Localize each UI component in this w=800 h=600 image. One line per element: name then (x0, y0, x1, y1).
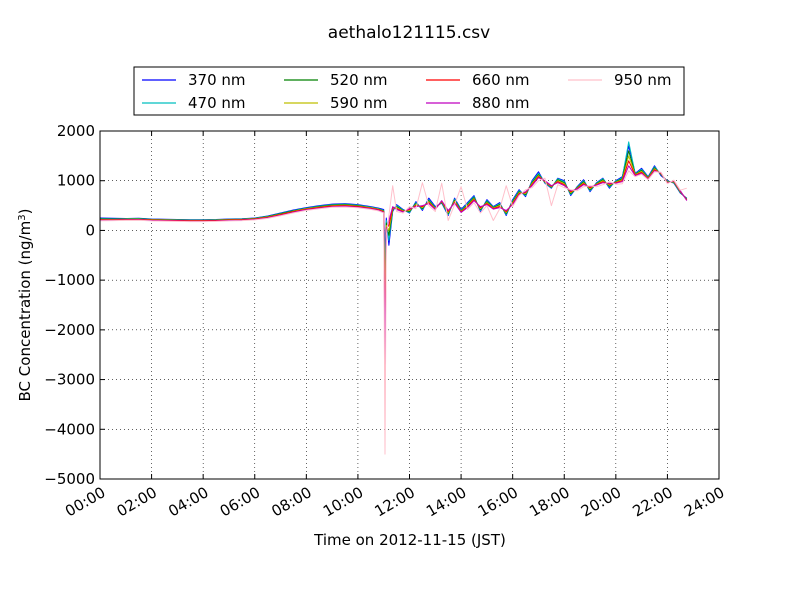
y-axis-label-close: ) (16, 209, 34, 215)
y-axis-label-superscript: 3 (17, 214, 28, 220)
legend-label-470-nm: 470 nm (188, 94, 246, 112)
y-tick-label: 2000 (57, 122, 95, 140)
series-line-950-nm (99, 170, 687, 455)
y-tick-label: 0 (85, 221, 95, 239)
legend-label-660-nm: 660 nm (472, 71, 530, 89)
y-tick-label: −1000 (44, 271, 95, 289)
legend-label-950-nm: 950 nm (614, 71, 672, 89)
series-lines (99, 141, 688, 455)
y-axis-label: BC Concentration (ng/m3) (16, 209, 34, 402)
legend-box (133, 66, 685, 116)
legend-label-590-nm: 590 nm (330, 94, 388, 112)
y-tick-labels: 2000 1000 0 −1000 −2000 −3000 −4000 −5000 (44, 122, 95, 488)
chart-title: aethalo121115.csv (328, 23, 490, 43)
y-tick-label: −3000 (44, 371, 95, 389)
axis-ticks (99, 130, 720, 480)
legend-label-880-nm: 880 nm (472, 94, 530, 112)
y-tick-label: 1000 (57, 172, 95, 190)
legend-label-370-nm: 370 nm (188, 71, 246, 89)
y-tick-label: −5000 (44, 470, 95, 488)
y-tick-label: −4000 (44, 420, 95, 438)
x-axis-label: Time on 2012-11-15 (JST) (313, 531, 506, 549)
legend: 370 nm 470 nm 520 nm 590 nm 660 nm 880 nm 950 … (133, 66, 685, 116)
y-tick-label: −2000 (44, 321, 95, 339)
y-axis-label-text: BC Concentration (ng/m (16, 221, 34, 402)
legend-label-520-nm: 520 nm (330, 71, 388, 89)
